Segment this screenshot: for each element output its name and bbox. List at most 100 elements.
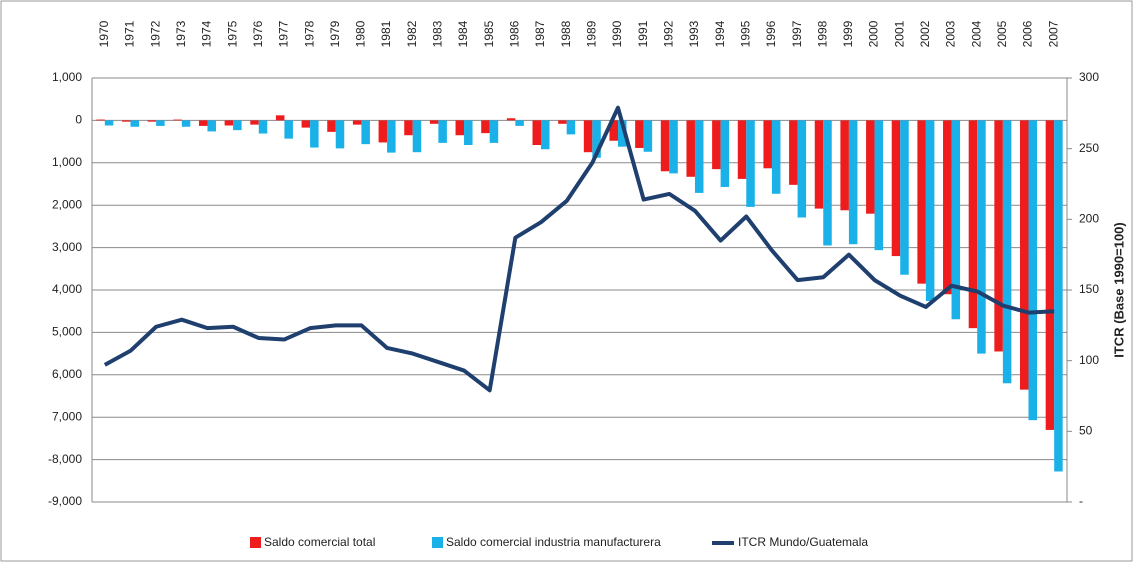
x-tick-label: 1994 bbox=[713, 20, 727, 47]
bar bbox=[797, 120, 807, 218]
x-tick-label: 1988 bbox=[559, 20, 573, 47]
bar bbox=[712, 120, 721, 170]
x-tick-label: 1990 bbox=[610, 20, 624, 47]
bar bbox=[198, 120, 208, 126]
x-tick-label: 1978 bbox=[302, 20, 316, 47]
bar bbox=[181, 120, 191, 127]
bar bbox=[284, 120, 293, 139]
y-tick-label: 0 bbox=[75, 113, 82, 127]
x-tick-label: 1991 bbox=[636, 20, 650, 47]
x-tick-label: 1993 bbox=[687, 20, 701, 47]
x-tick-label: 2005 bbox=[995, 20, 1009, 47]
x-tick-label: 2002 bbox=[918, 20, 932, 47]
bar bbox=[643, 120, 653, 152]
x-tick-label: 2001 bbox=[892, 20, 906, 47]
bar bbox=[147, 120, 157, 122]
bar bbox=[943, 120, 952, 295]
bar bbox=[1028, 120, 1038, 421]
x-tick-label: 1972 bbox=[148, 20, 162, 47]
y-tick-label: 3,000 bbox=[52, 240, 82, 254]
bar bbox=[404, 120, 413, 136]
bar bbox=[583, 120, 593, 153]
bar bbox=[891, 120, 901, 257]
bar bbox=[566, 120, 576, 135]
bar bbox=[558, 120, 567, 124]
bar bbox=[327, 120, 336, 132]
bar bbox=[720, 120, 730, 187]
x-tick-label: 2004 bbox=[969, 20, 983, 47]
y-tick-label: 7,000 bbox=[52, 409, 82, 423]
x-tick-label: 1976 bbox=[251, 20, 265, 47]
bar bbox=[352, 120, 362, 125]
x-tick-label: 1996 bbox=[764, 20, 778, 47]
legend-label: Saldo comercial total bbox=[264, 535, 375, 549]
bar bbox=[361, 120, 370, 145]
x-tick-label: 1970 bbox=[97, 20, 111, 47]
bar bbox=[224, 120, 234, 126]
bar bbox=[746, 120, 755, 207]
bar bbox=[789, 120, 798, 185]
y-tick-label: 6,000 bbox=[52, 367, 82, 381]
bar bbox=[233, 120, 242, 131]
x-tick-label: 1971 bbox=[123, 20, 137, 47]
bar bbox=[686, 120, 695, 177]
bar bbox=[506, 118, 516, 121]
bar bbox=[994, 120, 1003, 352]
bar bbox=[541, 120, 550, 150]
bar bbox=[917, 120, 926, 284]
x-tick-label: 1989 bbox=[585, 20, 599, 47]
x-tick-label: 1977 bbox=[277, 20, 291, 47]
x-tick-label: 1979 bbox=[328, 20, 342, 47]
bar bbox=[455, 120, 465, 136]
x-tick-label: 1973 bbox=[174, 20, 188, 47]
bar bbox=[515, 120, 524, 126]
x-tick-label: 1997 bbox=[790, 20, 804, 47]
bar bbox=[635, 120, 644, 148]
x-tick-label: 1984 bbox=[456, 20, 470, 47]
bar bbox=[694, 120, 704, 193]
bar bbox=[1045, 120, 1055, 430]
bar bbox=[335, 120, 345, 149]
y-tick-label: 1,000 bbox=[52, 155, 82, 169]
bar bbox=[617, 120, 627, 147]
x-tick-label: 1982 bbox=[405, 20, 419, 47]
bar bbox=[900, 120, 909, 275]
bar bbox=[481, 120, 490, 134]
y2-tick-label: 50 bbox=[1079, 424, 1093, 438]
y2-tick-label: 100 bbox=[1079, 353, 1099, 367]
bar bbox=[275, 115, 285, 121]
y2-tick-label: 150 bbox=[1079, 282, 1099, 296]
bar bbox=[104, 120, 114, 126]
x-tick-label: 2000 bbox=[867, 20, 881, 47]
bar bbox=[412, 120, 422, 153]
bar bbox=[532, 120, 542, 145]
x-tick-label: 1981 bbox=[379, 20, 393, 47]
bar bbox=[968, 120, 978, 329]
y2-axis-label: ITCR (Base 1990=100) bbox=[1111, 222, 1126, 358]
y2-tick-label: 300 bbox=[1079, 70, 1099, 84]
y2-tick-label: 250 bbox=[1079, 141, 1099, 155]
bar bbox=[438, 120, 447, 143]
x-tick-label: 1995 bbox=[738, 20, 752, 47]
bar bbox=[848, 120, 858, 245]
bar bbox=[866, 120, 875, 214]
legend-swatch bbox=[250, 537, 261, 548]
bar bbox=[814, 120, 824, 209]
x-tick-label: 1974 bbox=[200, 20, 214, 47]
bar bbox=[609, 120, 618, 141]
x-tick-label: 1986 bbox=[508, 20, 522, 47]
bar bbox=[1054, 120, 1063, 472]
bar bbox=[464, 120, 473, 145]
y-tick-label: -9,000 bbox=[48, 494, 82, 508]
bar bbox=[207, 120, 216, 132]
x-tick-label: 1999 bbox=[841, 20, 855, 47]
bar bbox=[951, 120, 961, 320]
x-tick-label: 1998 bbox=[815, 20, 829, 47]
bar bbox=[977, 120, 986, 354]
y-tick-label: 2,000 bbox=[52, 197, 82, 211]
bar bbox=[429, 120, 439, 124]
bar bbox=[1020, 120, 1029, 390]
bar bbox=[1002, 120, 1012, 384]
